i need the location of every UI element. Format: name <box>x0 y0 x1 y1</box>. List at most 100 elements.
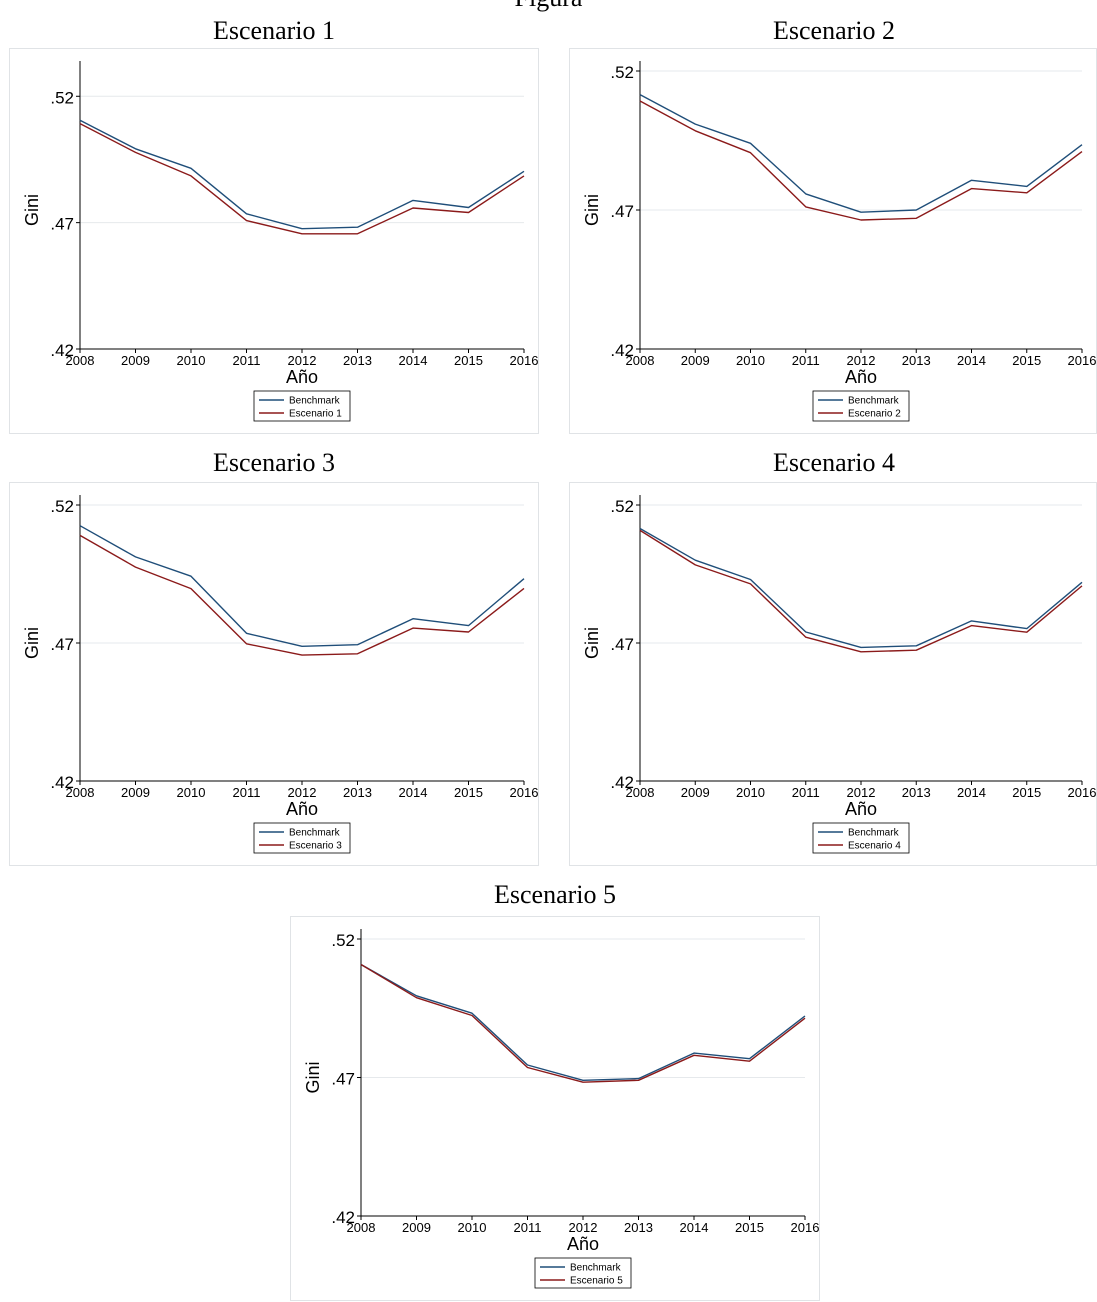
x-axis-label: Año <box>286 799 318 819</box>
x-tick-label: 2011 <box>514 1220 542 1235</box>
x-tick-label: 2015 <box>1012 353 1041 368</box>
chart-panel-2: Escenario 2 .52 .47 .42 2008 2009 2010 2011 201… <box>569 16 1097 436</box>
chart-title: Escenario 5 <box>493 880 616 909</box>
plot-area: .52 .47 .42 2008 2009 2010 2011 2012 2013 2014 201… <box>569 482 1097 866</box>
x-tick-label: 2015 <box>1012 785 1041 800</box>
x-tick-label: 2016 <box>1068 353 1097 368</box>
y-axis-label: Gini <box>22 627 42 659</box>
series-line-scenario <box>79 534 525 656</box>
x-tick-label: 2016 <box>791 1220 820 1235</box>
legend-label: Benchmark <box>570 1263 622 1274</box>
x-tick-label: 2016 <box>510 353 539 368</box>
y-tick-label: .52 <box>331 931 355 950</box>
x-tick-label: 2012 <box>569 1220 598 1235</box>
series-line-scenario <box>79 122 525 235</box>
series-line-benchmark <box>639 93 1083 213</box>
x-tick-label: 2014 <box>957 785 986 800</box>
x-tick-label: 2013 <box>624 1220 653 1235</box>
x-tick-label: 2012 <box>288 353 317 368</box>
y-tick-label: .52 <box>610 497 634 516</box>
y-tick-label: .47 <box>50 635 74 654</box>
series-line-benchmark <box>639 527 1083 649</box>
x-tick-label: 2014 <box>399 785 428 800</box>
y-tick-label: .52 <box>50 497 74 516</box>
series-line-scenario <box>639 529 1083 653</box>
y-tick-label: .47 <box>610 202 634 221</box>
legend-label: Escenario 3 <box>289 841 342 852</box>
x-tick-label: 2013 <box>343 353 372 368</box>
x-tick-label: 2013 <box>902 785 931 800</box>
y-axis-label: Gini <box>582 194 602 226</box>
x-tick-label: 2008 <box>347 1220 376 1235</box>
x-tick-label: 2010 <box>736 353 765 368</box>
plot-area: .52 .47 .42 2008 2009 2010 2011 2012 2013 2014 201… <box>9 48 539 434</box>
x-tick-label: 2011 <box>792 785 820 800</box>
y-tick-label: .47 <box>50 215 74 234</box>
y-axis-label: Gini <box>303 1061 323 1093</box>
legend-box <box>812 390 910 422</box>
figure-title: Figura <box>0 0 1097 13</box>
x-tick-label: 2013 <box>343 785 372 800</box>
chart-panel-1: Escenario 1 .52 .47 .42 2008 2009 2010 2011 201… <box>9 16 539 436</box>
x-tick-label: 2015 <box>735 1220 764 1235</box>
legend-label: Escenario 2 <box>848 409 901 420</box>
y-tick-label: .42 <box>331 1208 355 1227</box>
legend-label: Benchmark <box>848 828 900 839</box>
chart-panel-3: Escenario 3 .52 .47 .42 2008 2009 2010 2011 201… <box>9 448 539 868</box>
x-tick-label: 2016 <box>1068 785 1097 800</box>
legend-label: Escenario 1 <box>289 409 342 420</box>
x-tick-label: 2009 <box>681 785 710 800</box>
y-tick-label: .47 <box>610 635 634 654</box>
series-line-scenario <box>360 963 806 1083</box>
plot-area: .52 .47 .42 2008 2009 2010 2011 2012 2013 2014 201… <box>290 916 820 1301</box>
series-line-scenario <box>639 100 1083 221</box>
y-tick-label: .52 <box>610 63 634 82</box>
plot-area: .52 .47 .42 2008 2009 2010 2011 2012 2013 2014 201… <box>569 48 1097 434</box>
chart-panel-5: Escenario 5 .52 .47 .42 2008 2009 2010 2011 201… <box>290 880 820 1301</box>
legend-label: Escenario 5 <box>570 1276 623 1287</box>
x-tick-label: 2010 <box>458 1220 487 1235</box>
legend-label: Escenario 4 <box>848 841 901 852</box>
x-tick-label: 2011 <box>792 353 820 368</box>
x-axis-label: Año <box>845 367 877 387</box>
x-axis-label: Año <box>286 367 318 387</box>
chart-title: Escenario 2 <box>772 16 895 45</box>
legend-box <box>534 1257 632 1289</box>
y-tick-label: .47 <box>331 1070 355 1089</box>
legend-box <box>253 822 351 854</box>
x-tick-label: 2010 <box>736 785 765 800</box>
x-tick-label: 2009 <box>121 785 150 800</box>
x-tick-label: 2008 <box>66 353 95 368</box>
x-tick-label: 2008 <box>626 353 655 368</box>
x-tick-label: 2012 <box>847 785 876 800</box>
chart-title: Escenario 4 <box>772 448 895 477</box>
x-tick-label: 2012 <box>288 785 317 800</box>
y-tick-label: .52 <box>50 88 74 107</box>
x-tick-label: 2012 <box>847 353 876 368</box>
x-tick-label: 2014 <box>957 353 986 368</box>
x-tick-label: 2008 <box>66 785 95 800</box>
plot-area: .52 .47 .42 2008 2009 2010 2011 2012 2013 2014 201… <box>9 482 539 866</box>
x-tick-label: 2014 <box>399 353 428 368</box>
series-line-benchmark <box>360 963 806 1082</box>
legend-label: Benchmark <box>848 396 900 407</box>
x-tick-label: 2010 <box>177 785 206 800</box>
chart-title: Escenario 3 <box>212 448 335 477</box>
series-line-benchmark <box>79 525 525 648</box>
x-tick-label: 2009 <box>402 1220 431 1235</box>
y-axis-label: Gini <box>582 627 602 659</box>
legend-box <box>253 390 351 422</box>
x-tick-label: 2011 <box>233 785 261 800</box>
legend-label: Benchmark <box>289 828 341 839</box>
x-axis-label: Año <box>845 799 877 819</box>
chart-panel-4: Escenario 4 .52 .47 .42 2008 2009 2010 2011 201… <box>569 448 1097 868</box>
figure-title-clipped: Figura <box>0 0 1097 14</box>
x-tick-label: 2016 <box>510 785 539 800</box>
x-axis-label: Año <box>567 1234 599 1254</box>
y-tick-label: .42 <box>50 341 74 360</box>
